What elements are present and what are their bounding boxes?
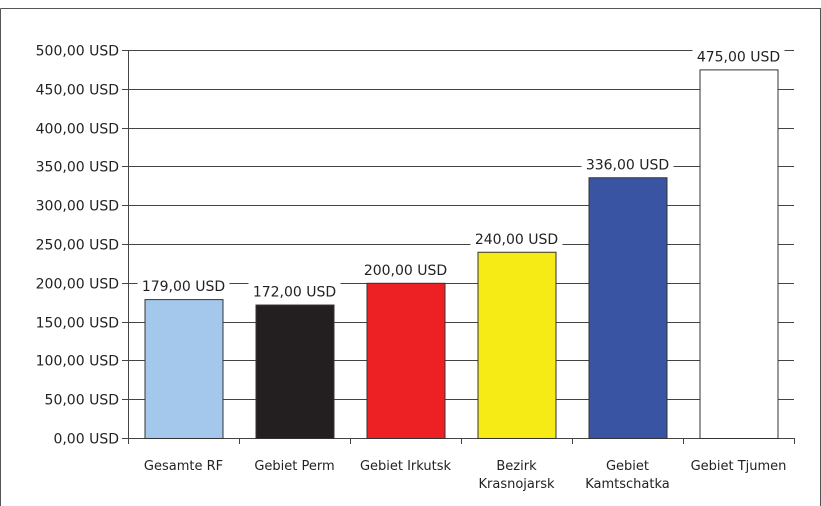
x-category-label: Gebiet Perm xyxy=(254,459,334,474)
y-tick-label: 100,00 USD xyxy=(36,354,119,370)
x-category-label-line: Gesamte RF xyxy=(144,459,223,474)
x-category-label-line: Gebiet Irkutsk xyxy=(360,459,452,474)
data-label-background xyxy=(581,155,674,174)
data-label-background xyxy=(359,260,452,279)
bars xyxy=(144,69,779,440)
data-label-background xyxy=(692,47,785,66)
data-label: 336,00 USD xyxy=(586,157,669,173)
y-tick-label: 450,00 USD xyxy=(36,83,119,99)
data-label: 200,00 USD xyxy=(364,263,447,279)
x-axis-category-labels: Gesamte RF Gebiet Perm Gebiet Irkutsk Bezir… xyxy=(144,459,787,492)
bar xyxy=(144,299,224,440)
y-tick-label: 500,00 USD xyxy=(36,44,119,60)
data-label: 240,00 USD xyxy=(475,232,558,248)
y-tick-label: 200,00 USD xyxy=(36,277,119,293)
y-tick-label: 350,00 USD xyxy=(36,160,119,176)
x-category-label-line: Gebiet Tjumen xyxy=(691,459,787,474)
x-category-label: Bezirk Krasnojarsk xyxy=(478,459,554,492)
x-category-label: Gebiet Irkutsk xyxy=(360,459,452,474)
data-label: 179,00 USD xyxy=(142,279,225,295)
data-labels: 179,00 USD 172,00 USD 200,00 USD 240,00 USD… xyxy=(137,47,785,301)
x-category-label: Gebiet Tjumen xyxy=(691,459,787,474)
bar xyxy=(699,69,779,440)
y-tick-label: 250,00 USD xyxy=(36,238,119,254)
bar xyxy=(477,251,557,439)
data-label: 475,00 USD xyxy=(697,49,780,65)
bar xyxy=(366,282,446,439)
data-label: 172,00 USD xyxy=(253,285,336,301)
x-category-label-line: Gebiet Perm xyxy=(254,459,334,474)
y-tick-label: 0,00 USD xyxy=(53,432,119,448)
y-tick-label: 400,00 USD xyxy=(36,122,119,138)
y-tick-label: 300,00 USD xyxy=(36,199,119,215)
x-category-label: Gesamte RF xyxy=(144,459,223,474)
data-label-background xyxy=(137,277,230,296)
x-category-label-line: Bezirk xyxy=(496,459,537,474)
y-tick-label: 150,00 USD xyxy=(36,316,119,332)
data-label-background xyxy=(470,229,563,248)
x-category-label-line: Gebiet xyxy=(606,459,649,474)
y-tick-label: 50,00 USD xyxy=(45,393,119,409)
x-category-label-line: Krasnojarsk xyxy=(478,477,554,492)
x-category-label-line: Kamtschatka xyxy=(585,477,670,492)
x-category-label: Gebiet Kamtschatka xyxy=(585,459,670,492)
axes xyxy=(122,50,795,444)
bar xyxy=(588,177,668,439)
y-axis-tick-labels: 0,00 USD 50,00 USD 100,00 USD 150,00 USD 200… xyxy=(36,44,119,448)
data-label-background xyxy=(248,282,341,301)
gridlines xyxy=(128,50,794,400)
bar xyxy=(255,304,335,440)
